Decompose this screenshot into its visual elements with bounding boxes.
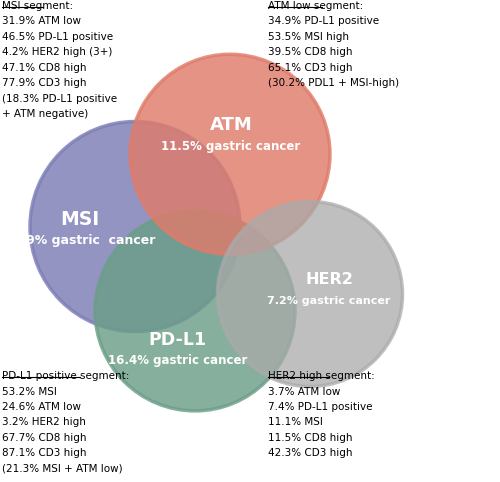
Text: 16.4% gastric cancer: 16.4% gastric cancer bbox=[108, 354, 247, 367]
Text: HER2 high segment:: HER2 high segment: bbox=[268, 371, 374, 381]
Text: 34.9% PD-L1 positive: 34.9% PD-L1 positive bbox=[268, 16, 378, 27]
Text: (30.2% PDL1 + MSI-high): (30.2% PDL1 + MSI-high) bbox=[268, 78, 398, 88]
Text: 53.5% MSI high: 53.5% MSI high bbox=[268, 32, 348, 42]
Text: PD-L1: PD-L1 bbox=[148, 331, 206, 349]
Text: (18.3% PD-L1 positive: (18.3% PD-L1 positive bbox=[2, 94, 117, 104]
Ellipse shape bbox=[30, 121, 240, 332]
Text: PD-L1 positive segment:: PD-L1 positive segment: bbox=[2, 371, 130, 381]
Text: 67.7% CD8 high: 67.7% CD8 high bbox=[2, 433, 86, 443]
Text: 24.6% ATM low: 24.6% ATM low bbox=[2, 402, 81, 412]
Text: 7.2% gastric cancer: 7.2% gastric cancer bbox=[268, 295, 390, 306]
Text: ATM: ATM bbox=[210, 116, 252, 134]
Text: 11.1% MSI: 11.1% MSI bbox=[268, 417, 322, 428]
Text: HER2: HER2 bbox=[305, 272, 353, 287]
Ellipse shape bbox=[130, 54, 330, 254]
Text: 42.3% CD3 high: 42.3% CD3 high bbox=[268, 448, 352, 458]
Text: 87.1% CD3 high: 87.1% CD3 high bbox=[2, 448, 86, 458]
Text: 11.5% gastric cancer: 11.5% gastric cancer bbox=[162, 140, 300, 153]
Text: 39.5% CD8 high: 39.5% CD8 high bbox=[268, 47, 352, 57]
Text: 3.7% ATM low: 3.7% ATM low bbox=[268, 387, 340, 397]
Text: 47.1% CD8 high: 47.1% CD8 high bbox=[2, 63, 86, 73]
Text: ATM low segment:: ATM low segment: bbox=[268, 1, 363, 11]
Text: 11.5% CD8 high: 11.5% CD8 high bbox=[268, 433, 352, 443]
Ellipse shape bbox=[218, 201, 402, 387]
Text: 31.9% ATM low: 31.9% ATM low bbox=[2, 16, 81, 27]
Text: 3.2% HER2 high: 3.2% HER2 high bbox=[2, 417, 86, 428]
Text: 46.5% PD-L1 positive: 46.5% PD-L1 positive bbox=[2, 32, 113, 42]
Text: 4.2% HER2 high (3+): 4.2% HER2 high (3+) bbox=[2, 47, 112, 57]
Ellipse shape bbox=[95, 211, 295, 411]
Text: 53.2% MSI: 53.2% MSI bbox=[2, 387, 57, 397]
Text: 77.9% CD3 high: 77.9% CD3 high bbox=[2, 78, 86, 88]
Text: MSI: MSI bbox=[60, 210, 100, 229]
Text: 18.9% gastric  cancer: 18.9% gastric cancer bbox=[4, 234, 156, 247]
Text: 65.1% CD3 high: 65.1% CD3 high bbox=[268, 63, 352, 73]
Text: 7.4% PD-L1 positive: 7.4% PD-L1 positive bbox=[268, 402, 372, 412]
Text: + ATM negative): + ATM negative) bbox=[2, 109, 88, 119]
Text: (21.3% MSI + ATM low): (21.3% MSI + ATM low) bbox=[2, 464, 122, 474]
Text: MSI segment:: MSI segment: bbox=[2, 1, 73, 11]
